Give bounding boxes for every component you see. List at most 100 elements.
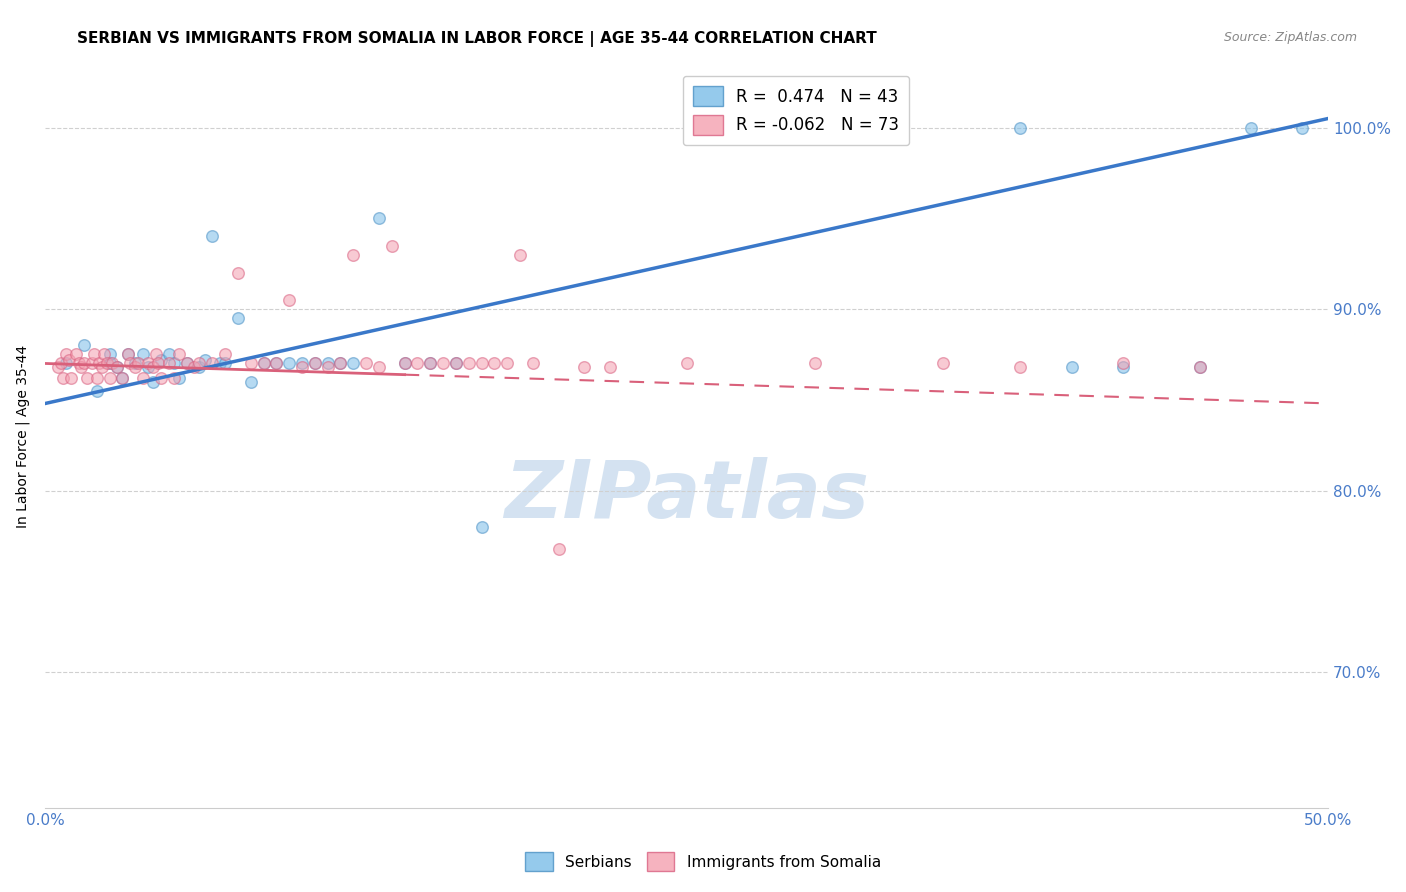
Legend: R =  0.474   N = 43, R = -0.062   N = 73: R = 0.474 N = 43, R = -0.062 N = 73 [683, 76, 910, 145]
Point [342, 247, 364, 261]
Point [471, 520, 494, 534]
Point [266, 356, 288, 370]
Point [136, 356, 159, 370]
Point [599, 360, 621, 375]
Point [354, 356, 377, 370]
Point [157, 347, 180, 361]
Point [73, 338, 96, 352]
Point [1060, 360, 1083, 375]
Point [49, 356, 72, 370]
Point [444, 356, 467, 370]
Point [93, 347, 115, 361]
Point [90, 360, 112, 375]
Point [111, 371, 134, 385]
Point [157, 356, 180, 370]
Point [316, 356, 339, 370]
Point [89, 356, 111, 370]
Point [214, 347, 236, 361]
Point [120, 356, 142, 370]
Point [65, 347, 87, 361]
Point [1112, 360, 1135, 375]
Point [188, 360, 211, 375]
Point [522, 356, 544, 370]
Text: ZIPatlas: ZIPatlas [505, 457, 869, 534]
Point [329, 356, 352, 370]
Point [136, 360, 159, 375]
Point [1112, 356, 1135, 370]
Point [226, 311, 249, 326]
Text: Source: ZipAtlas.com: Source: ZipAtlas.com [1223, 31, 1357, 45]
Point [394, 356, 416, 370]
Point [188, 356, 211, 370]
Point [105, 360, 128, 375]
Point [266, 356, 288, 370]
Point [278, 293, 301, 307]
Legend: Serbians, Immigrants from Somalia: Serbians, Immigrants from Somalia [519, 847, 887, 877]
Point [193, 352, 215, 367]
Point [105, 360, 128, 375]
Point [932, 356, 955, 370]
Point [368, 360, 391, 375]
Point [381, 238, 404, 252]
Point [55, 347, 77, 361]
Point [484, 356, 506, 370]
Point [80, 356, 103, 370]
Point [83, 347, 105, 361]
Point [167, 347, 190, 361]
Point [124, 360, 146, 375]
Point [419, 356, 441, 370]
Point [1240, 120, 1263, 135]
Point [142, 375, 165, 389]
Point [117, 347, 139, 361]
Point [342, 356, 364, 370]
Y-axis label: In Labor Force | Age 35-44: In Labor Force | Age 35-44 [15, 344, 30, 528]
Point [304, 356, 326, 370]
Point [432, 356, 454, 370]
Point [176, 356, 198, 370]
Point [111, 371, 134, 385]
Point [201, 356, 224, 370]
Point [291, 356, 314, 370]
Point [98, 371, 121, 385]
Point [496, 356, 519, 370]
Point [278, 356, 301, 370]
Point [419, 356, 441, 370]
Point [329, 356, 352, 370]
Point [208, 356, 231, 370]
Point [163, 371, 186, 385]
Point [60, 371, 83, 385]
Point [804, 356, 827, 370]
Point [1010, 360, 1032, 375]
Point [304, 356, 326, 370]
Point [163, 356, 186, 370]
Point [98, 356, 121, 370]
Point [457, 356, 479, 370]
Point [132, 347, 155, 361]
Point [183, 360, 205, 375]
Point [167, 371, 190, 385]
Point [239, 356, 262, 370]
Point [316, 360, 339, 375]
Point [368, 211, 391, 226]
Point [1291, 120, 1313, 135]
Point [226, 266, 249, 280]
Point [58, 352, 80, 367]
Point [214, 356, 236, 370]
Point [86, 384, 108, 398]
Point [52, 371, 75, 385]
Point [1010, 120, 1032, 135]
Point [127, 356, 149, 370]
Point [675, 356, 697, 370]
Point [149, 371, 172, 385]
Point [70, 360, 93, 375]
Point [76, 371, 98, 385]
Point [149, 352, 172, 367]
Point [142, 360, 165, 375]
Point [291, 360, 314, 375]
Point [406, 356, 429, 370]
Point [394, 356, 416, 370]
Point [145, 347, 167, 361]
Point [55, 356, 77, 370]
Point [148, 356, 170, 370]
Point [101, 356, 124, 370]
